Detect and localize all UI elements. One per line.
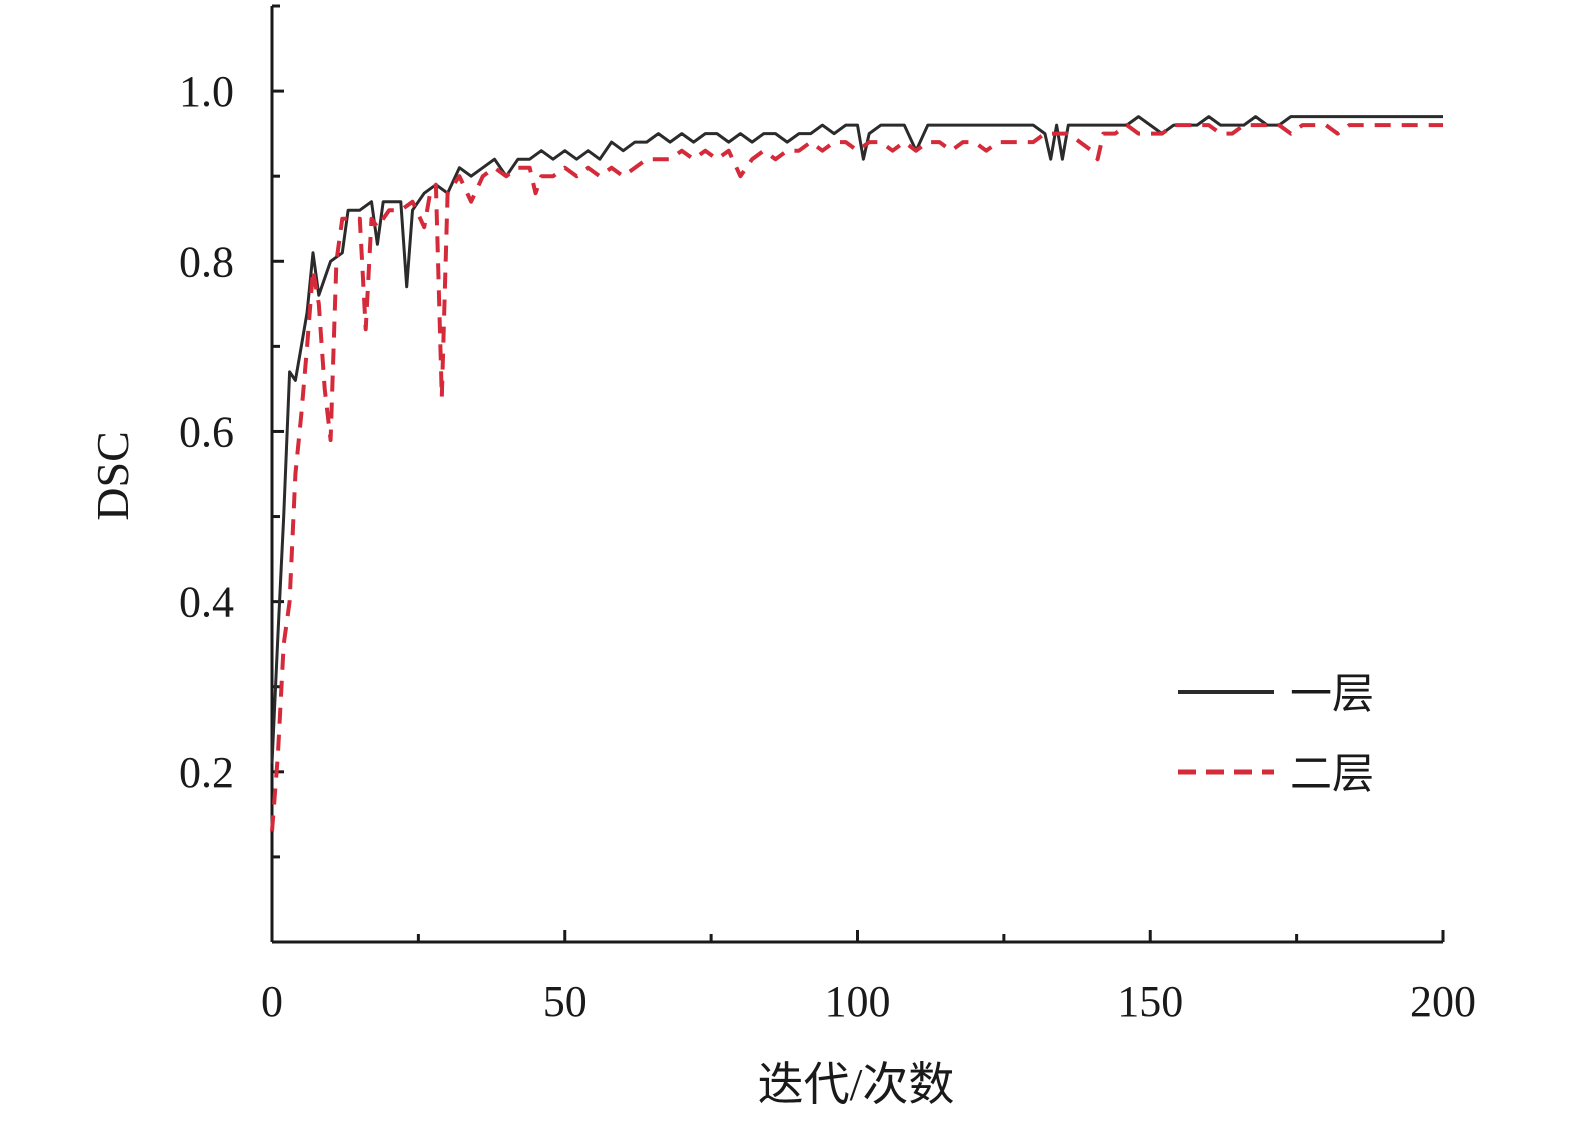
y-tick-label-0.8: 0.8 [179,237,234,286]
y-axis: 0.2 0.4 0.6 0.8 1.0 [179,4,284,942]
series-line-1 [270,115,1443,764]
y-tick-label-0.2: 0.2 [179,748,234,797]
legend-label-2: 二层 [1290,749,1374,798]
x-axis-title: 迭代/次数 [758,1059,955,1110]
y-tick-label-0.6: 0.6 [179,407,234,456]
series-layer [270,115,1443,832]
x-tick-label-200: 200 [1410,977,1476,1026]
x-tick-label-100: 100 [825,977,891,1026]
y-tick-label-0.4: 0.4 [179,578,234,627]
series-line-2 [270,123,1443,832]
y-axis-title: DSC [87,431,138,520]
x-tick-label-0: 0 [261,977,283,1026]
legend-label-1: 一层 [1290,669,1374,718]
y-tick-label-1.0: 1.0 [179,67,234,116]
x-tick-label-150: 150 [1117,977,1183,1026]
x-axis: 0 50 100 150 200 [261,930,1476,1026]
x-tick-label-50: 50 [543,977,587,1026]
